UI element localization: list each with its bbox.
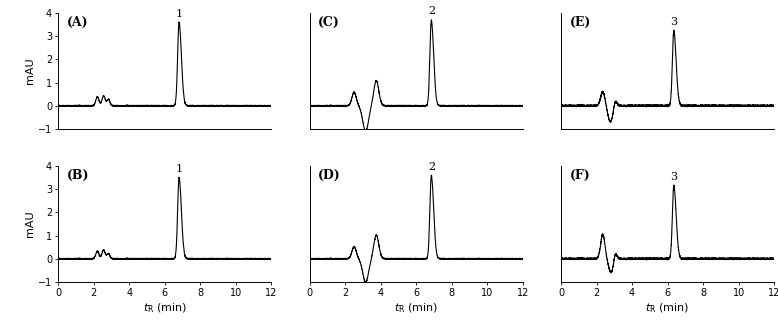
Text: 2: 2 (428, 6, 435, 17)
Text: (F): (F) (569, 169, 591, 182)
X-axis label: $t_\mathrm{R}$ (min): $t_\mathrm{R}$ (min) (394, 301, 439, 315)
Y-axis label: mAU: mAU (25, 211, 35, 237)
Text: (A): (A) (67, 17, 89, 29)
X-axis label: $t_\mathrm{R}$ (min): $t_\mathrm{R}$ (min) (646, 301, 690, 315)
Y-axis label: mAU: mAU (25, 58, 35, 84)
Text: (B): (B) (67, 169, 89, 182)
Text: 3: 3 (671, 172, 678, 182)
Text: (E): (E) (569, 17, 591, 29)
Text: 1: 1 (176, 164, 183, 174)
Text: (D): (D) (318, 169, 341, 182)
Text: 2: 2 (428, 162, 435, 172)
Text: 1: 1 (176, 9, 183, 19)
Text: 3: 3 (671, 17, 678, 27)
Text: (C): (C) (318, 17, 340, 29)
X-axis label: $t_\mathrm{R}$ (min): $t_\mathrm{R}$ (min) (142, 301, 187, 315)
